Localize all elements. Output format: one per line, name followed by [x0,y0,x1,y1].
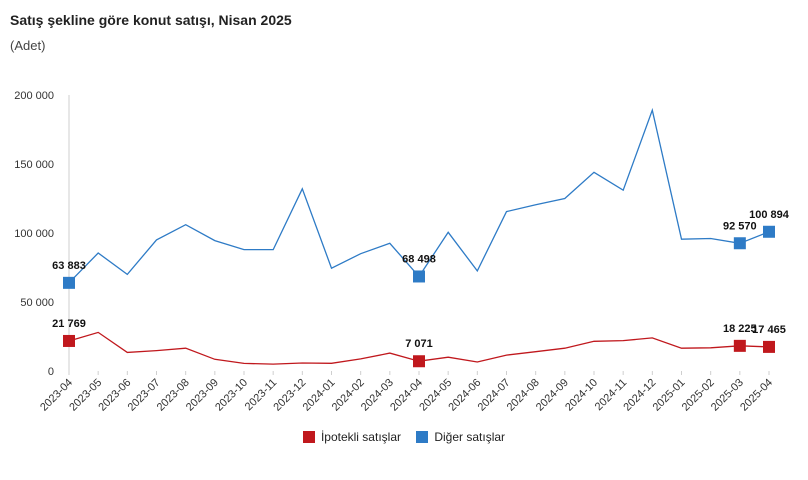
legend-item-other[interactable]: Diğer satışlar [416,430,505,444]
data-point-marker-0 [413,355,425,368]
legend-label-mortgage: İpotekli satışlar [320,430,401,444]
data-point-marker-1 [413,270,425,283]
data-label-1: 100 894 [749,209,790,221]
x-tick-label: 2024-10 [563,377,600,414]
data-label-1: 68 498 [402,253,436,265]
data-point-marker-1 [63,276,75,289]
data-label-1: 63 883 [52,260,86,272]
data-label-0: 18 225 [723,323,757,335]
y-tick-label: 50 000 [20,297,54,309]
data-label-0: 21 769 [52,318,86,330]
chart-legend: İpotekli satışlar Diğer satışlar [0,430,808,446]
data-point-marker-0 [763,340,775,353]
data-point-marker-0 [63,334,75,347]
data-label-1: 92 570 [723,220,757,232]
y-tick-label: 150 000 [14,159,54,171]
data-point-marker-1 [763,225,775,238]
y-tick-label: 100 000 [14,228,54,240]
x-tick-label: 2023-10 [213,377,250,414]
y-tick-label: 200 000 [14,90,54,102]
y-tick-label: 0 [48,366,54,378]
data-label-0: 7 071 [405,338,433,350]
legend-swatch-other [416,431,429,443]
legend-label-other: Diğer satışlar [434,430,506,444]
data-point-marker-0 [733,339,746,352]
chart-subtitle: (Adet) [10,38,46,53]
data-label-0: 17 465 [752,324,786,336]
x-tick-label: 2025-04 [738,377,775,414]
chart-title: Satış şekline göre konut satışı, Nisan 2… [10,12,292,28]
legend-item-mortgage[interactable]: İpotekli satışlar [302,430,401,444]
legend-swatch-mortgage [302,431,315,443]
data-point-marker-1 [733,237,746,250]
